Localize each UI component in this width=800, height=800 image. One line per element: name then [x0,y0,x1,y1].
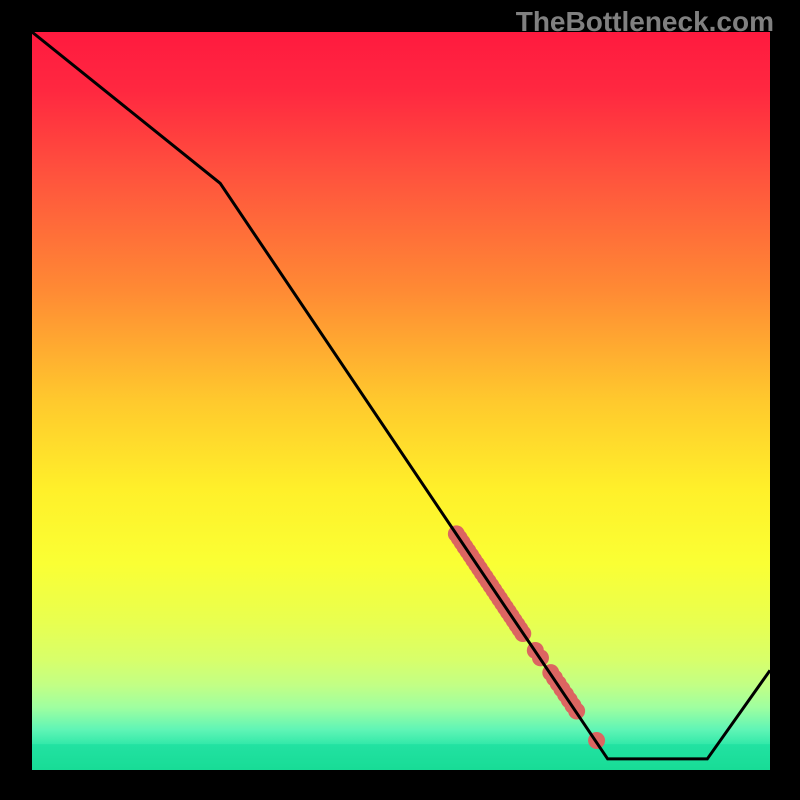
watermark-text: TheBottleneck.com [516,6,774,38]
green-band [32,744,770,770]
plot-background [32,32,770,770]
chart-stage: TheBottleneck.com [0,0,800,800]
chart-svg [0,0,800,800]
